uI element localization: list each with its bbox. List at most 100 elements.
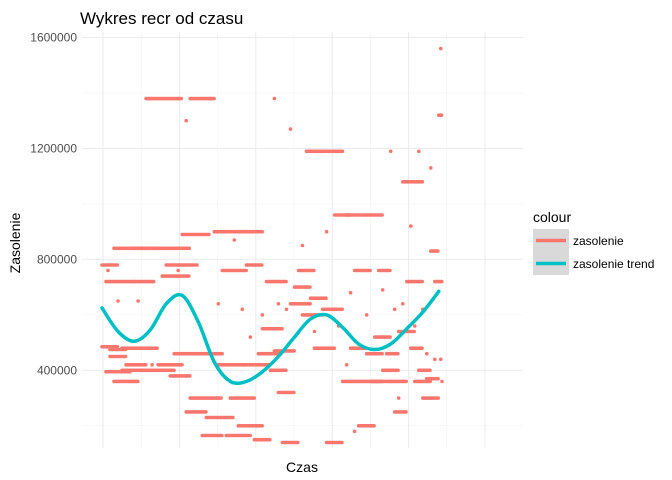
data-point: [348, 290, 353, 295]
data-point: [308, 285, 312, 289]
data-point: [436, 376, 440, 381]
data-point: [176, 268, 180, 273]
data-point: [409, 224, 413, 228]
chart-title: Wykres recr od czasu: [80, 9, 243, 28]
data-point: [396, 351, 400, 356]
data-point: [340, 440, 344, 445]
data-point: [248, 433, 252, 438]
data-point: [284, 307, 289, 312]
data-point: [340, 149, 345, 154]
data-point: [207, 232, 211, 237]
data-point: [420, 279, 425, 284]
data-point: [388, 149, 393, 154]
data-point: [417, 149, 421, 154]
data-point: [312, 329, 317, 334]
data-point: [364, 313, 369, 317]
data-point: [439, 46, 443, 51]
data-point: [143, 363, 148, 367]
data-point: [136, 299, 140, 303]
trend-layer: [100, 289, 441, 386]
data-point: [401, 302, 405, 306]
data-point: [404, 379, 409, 384]
data-point: [136, 379, 140, 384]
data-point: [324, 296, 328, 301]
data-point: [428, 379, 433, 384]
data-point: [308, 302, 312, 306]
data-point: [428, 368, 432, 373]
x-axis-title: Czas: [286, 459, 318, 475]
data-point: [292, 349, 296, 353]
data-point: [396, 368, 400, 373]
data-point: [388, 268, 392, 273]
data-point: [260, 313, 265, 317]
data-point: [216, 302, 221, 306]
data-point: [220, 351, 224, 356]
data-point: [260, 424, 265, 428]
data-point: [439, 113, 444, 117]
data-point: [219, 396, 223, 400]
data-point: [240, 307, 245, 312]
legend-label: zasolenie trend: [573, 257, 654, 271]
data-point: [436, 396, 441, 400]
y-tick-label: 800000: [37, 252, 77, 266]
trend-line: [100, 289, 441, 386]
data-point: [332, 346, 337, 351]
data-point: [195, 263, 199, 267]
data-point: [212, 96, 216, 101]
data-point: [324, 229, 329, 234]
data-point: [260, 263, 264, 267]
data-point: [404, 410, 408, 414]
data-point: [440, 279, 444, 284]
data-point: [340, 307, 345, 312]
data-point: [179, 96, 183, 101]
data-point: [180, 363, 184, 367]
data-point: [413, 324, 417, 328]
data-point: [429, 166, 433, 170]
data-point: [184, 118, 188, 123]
data-point: [187, 246, 191, 251]
data-point: [150, 363, 154, 367]
data-point: [244, 268, 248, 273]
data-point: [187, 274, 191, 278]
y-ticks: 400000 800000 1200000 1600000: [30, 31, 77, 378]
data-point: [208, 96, 213, 101]
data-point: [433, 357, 437, 362]
legend-title: colour: [533, 209, 571, 225]
data-point: [248, 335, 253, 339]
data-point: [276, 302, 281, 306]
data-point: [436, 249, 440, 253]
data-point: [204, 410, 208, 414]
data-point: [260, 229, 265, 234]
data-point: [115, 345, 120, 349]
data-point: [439, 357, 443, 362]
data-point: [296, 440, 300, 445]
data-point: [352, 429, 357, 434]
data-point: [106, 268, 110, 273]
data-point: [272, 96, 277, 101]
data-point: [280, 326, 284, 331]
grid: [82, 32, 523, 448]
data-point: [396, 396, 401, 400]
data-point: [284, 279, 288, 284]
data-point: [344, 363, 349, 367]
data-point: [292, 390, 296, 395]
data-point: [232, 238, 237, 242]
y-axis-title: Zasolenie: [7, 212, 23, 273]
data-point: [420, 346, 424, 351]
data-point: [425, 351, 429, 356]
data-point: [284, 368, 288, 373]
points-layer: [100, 46, 444, 445]
data-point: [312, 268, 316, 273]
data-point: [388, 335, 392, 339]
data-point: [116, 299, 120, 303]
data-point: [420, 180, 425, 184]
y-tick-label: 400000: [37, 363, 77, 377]
data-point: [172, 368, 176, 373]
data-point: [380, 288, 385, 292]
data-point: [368, 268, 372, 273]
data-point: [300, 243, 305, 248]
data-point: [412, 329, 417, 334]
data-point: [368, 424, 373, 428]
